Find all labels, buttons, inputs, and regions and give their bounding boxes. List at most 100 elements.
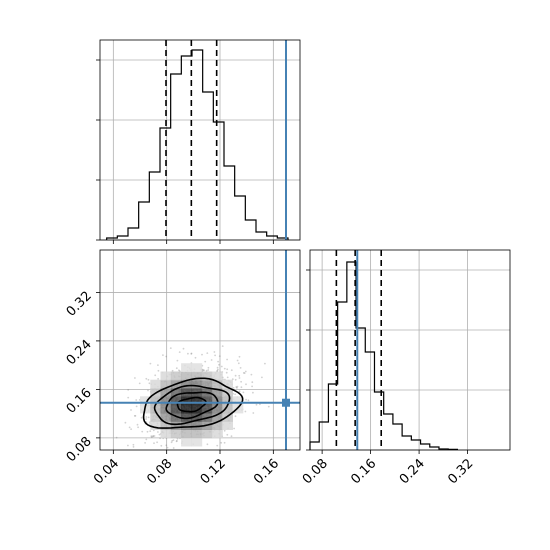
joint-sample <box>145 418 148 420</box>
joint-density-cell <box>191 371 203 381</box>
joint-sample <box>187 352 189 355</box>
joint-panel: 0.04 0.08 0.12 0.160.080.160.240.32 <box>64 249 301 487</box>
joint-sample <box>182 347 185 350</box>
p1-ticks <box>96 59 274 244</box>
joint-density-cell <box>211 412 223 422</box>
joint-sample <box>154 374 157 377</box>
joint-xtick-label-3: 0.16 <box>251 456 282 487</box>
joint-density-cell <box>170 404 182 414</box>
joint-sample <box>220 365 223 368</box>
joint-sample <box>171 451 173 453</box>
joint-sample <box>255 403 258 406</box>
joint-sample <box>202 454 204 456</box>
p2-ticks: 0.08 0.16 0.24 0.32 <box>300 269 476 487</box>
joint-density-cell <box>170 396 182 406</box>
joint-sample <box>236 385 239 388</box>
joint-sample <box>94 439 96 441</box>
joint-ytick-label-0: 0.08 <box>64 434 95 465</box>
joint-sample <box>221 345 224 347</box>
joint-density-cell <box>150 412 162 422</box>
joint-sample <box>259 403 261 406</box>
joint-density-cell <box>191 379 203 389</box>
joint-density-cell <box>160 421 172 430</box>
joint-sample <box>153 435 156 437</box>
joint-sample <box>201 369 204 372</box>
joint-density-cell <box>150 421 162 430</box>
joint-density-cell <box>191 421 203 430</box>
joint-sample <box>133 415 136 417</box>
joint-contours <box>142 377 244 429</box>
p2-quantile-lines <box>335 250 383 450</box>
joint-sample <box>243 372 246 374</box>
joint-sample <box>233 427 236 430</box>
joint-sample <box>223 441 226 444</box>
joint-sample <box>149 362 152 365</box>
joint-sample <box>226 358 229 361</box>
joint-sample <box>137 426 140 429</box>
joint-sample <box>157 431 159 433</box>
joint-sample <box>261 376 263 379</box>
joint-sample <box>232 387 235 389</box>
joint-sample <box>234 374 237 377</box>
joint-sample <box>252 391 254 394</box>
joint-density-cell <box>222 421 233 430</box>
joint-sample <box>169 347 172 349</box>
joint-sample <box>145 416 148 418</box>
joint-density-cell <box>211 404 223 414</box>
joint-sample <box>171 439 174 442</box>
joint-sample <box>135 405 138 408</box>
joint-sample <box>165 355 168 358</box>
joint-sample <box>145 438 148 441</box>
joint-sample <box>240 380 243 383</box>
joint-sample <box>213 351 216 353</box>
joint-sample <box>242 391 245 394</box>
joint-xtick-label-0: 0.04 <box>91 456 122 487</box>
joint-density-cell <box>191 429 203 439</box>
p2-grid <box>310 250 510 451</box>
joint-sample <box>230 369 233 372</box>
joint-sample <box>148 382 151 385</box>
joint-sample <box>176 440 178 442</box>
joint-sample <box>132 446 135 448</box>
joint-sample <box>157 364 159 366</box>
joint-density-cell <box>181 421 192 430</box>
p1-quantile-lines <box>165 40 218 240</box>
p2-xtick-label-0: 0.08 <box>300 456 331 487</box>
joint-sample <box>216 444 219 447</box>
joint-sample <box>178 351 181 353</box>
joint-sample <box>218 355 221 357</box>
joint-sample <box>130 428 133 430</box>
joint-sample <box>152 435 155 438</box>
joint-sample <box>158 433 161 436</box>
joint-sample <box>178 369 180 372</box>
joint-sample <box>152 435 155 437</box>
joint-density-cell <box>181 429 192 439</box>
joint-sample <box>175 451 177 453</box>
joint-sample <box>147 389 149 392</box>
joint-sample <box>226 433 229 436</box>
joint-sample <box>250 373 253 376</box>
joint-sample <box>156 441 159 444</box>
joint-sample <box>138 382 141 385</box>
joint-density-cell <box>181 379 192 389</box>
joint-sample <box>218 363 220 366</box>
joint-sample <box>147 416 150 419</box>
joint-sample <box>124 421 127 424</box>
joint-truth-marker <box>282 398 290 407</box>
joint-sample <box>165 444 168 447</box>
joint-density-cell <box>181 363 192 373</box>
joint-sample <box>148 421 151 424</box>
joint-sample <box>190 353 193 355</box>
joint-density-cell <box>211 429 223 439</box>
joint-sample <box>245 398 248 401</box>
joint-frame <box>99 249 301 451</box>
joint-sample <box>153 442 155 445</box>
joint-contour-1 <box>165 391 219 420</box>
joint-sample <box>134 415 137 417</box>
joint-sample <box>202 368 204 371</box>
joint-sample <box>204 360 207 363</box>
joint-sample <box>176 437 179 440</box>
joint-sample <box>179 457 181 459</box>
joint-sample <box>217 360 220 363</box>
